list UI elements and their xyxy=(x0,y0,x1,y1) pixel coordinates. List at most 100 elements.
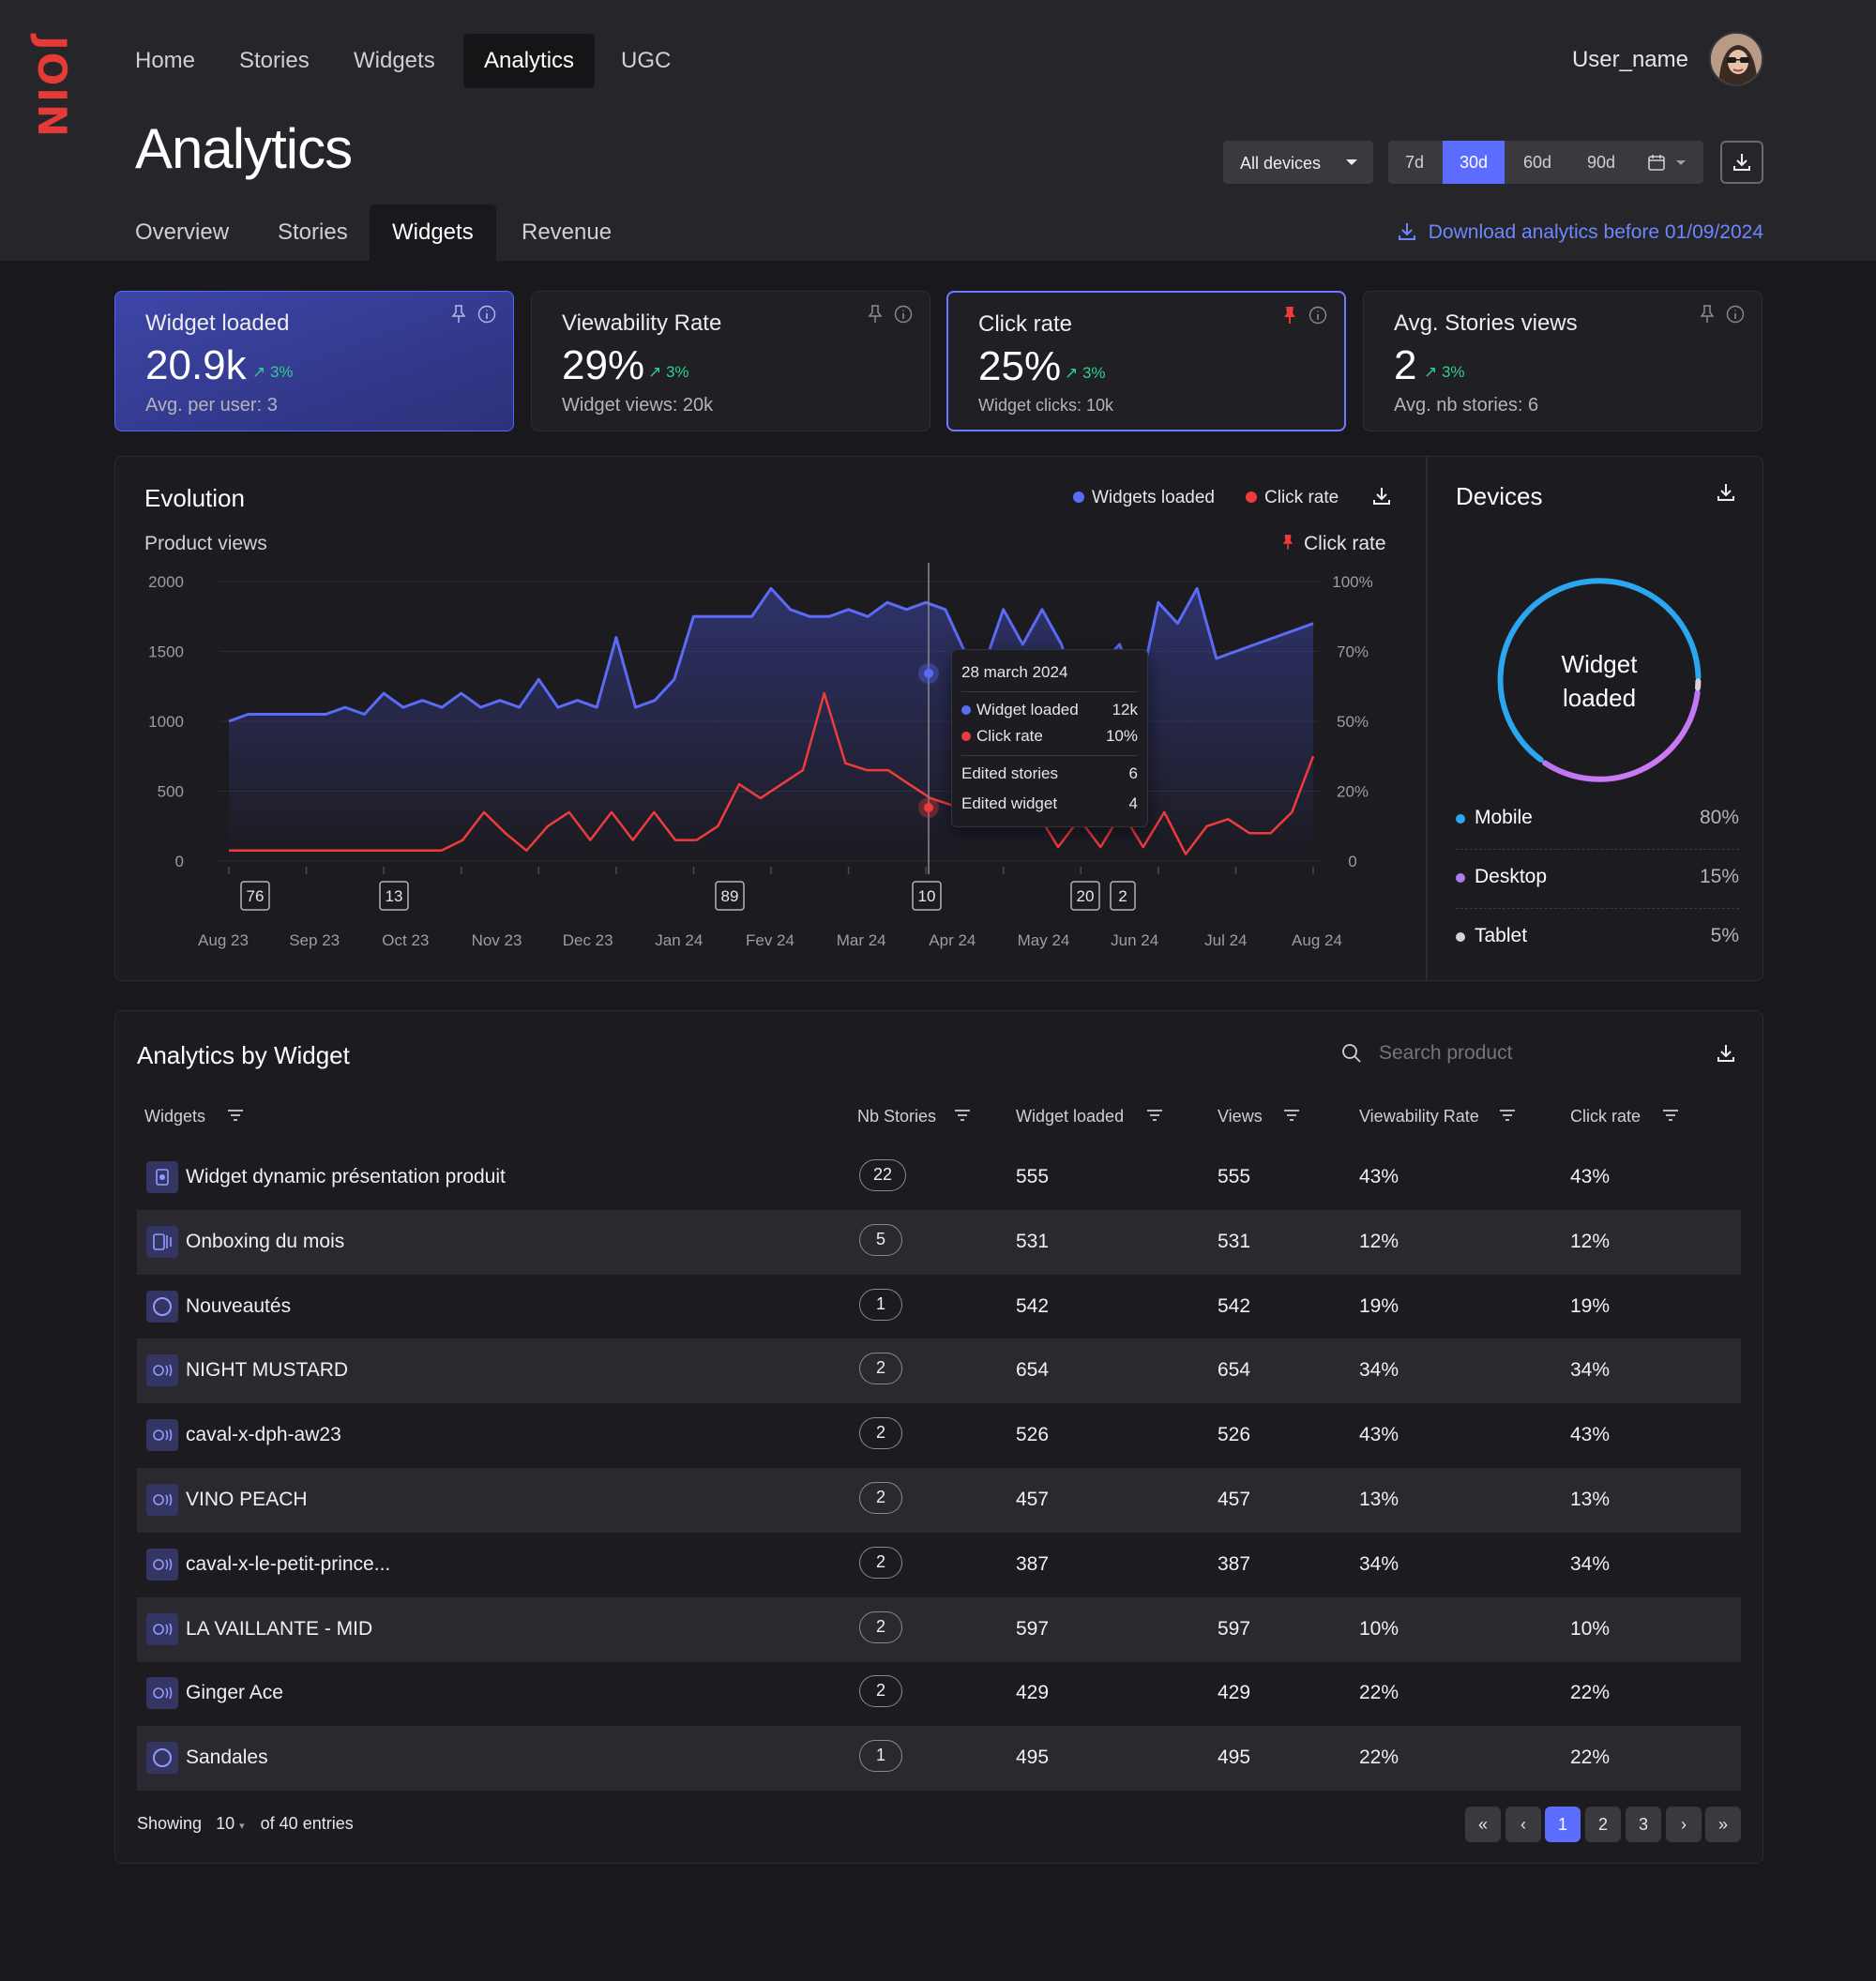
kpi-card-click-rate[interactable]: Click rate 25% ↗ 3% Widget clicks: 10k xyxy=(946,291,1346,431)
widget-name[interactable]: caval-x-dph-aw23 xyxy=(186,1424,341,1446)
event-marker[interactable]: 2 xyxy=(1110,881,1136,911)
event-marker[interactable]: 20 xyxy=(1070,881,1100,911)
filter-icon[interactable] xyxy=(1146,1109,1163,1122)
device-select[interactable]: All devices xyxy=(1223,141,1373,184)
filter-icon[interactable] xyxy=(1283,1109,1300,1122)
widget-name[interactable]: Sandales xyxy=(186,1747,268,1769)
tab-widgets[interactable]: Widgets xyxy=(370,204,496,261)
search-input[interactable] xyxy=(1379,1037,1660,1069)
period-30d[interactable]: 30d xyxy=(1443,141,1505,184)
table-row[interactable]: Nouveautés 1 542 542 19% 19% xyxy=(137,1275,1741,1339)
nav-home[interactable]: Home xyxy=(135,48,196,73)
table-row[interactable]: caval-x-dph-aw23 2 526 526 43% 43% xyxy=(137,1403,1741,1468)
kpi-card-viewability-rate[interactable]: Viewability Rate 29% ↗ 3% Widget views: … xyxy=(531,291,930,431)
pagination-last-button[interactable]: » xyxy=(1705,1807,1741,1842)
widget-name[interactable]: Widget dynamic présentation produit xyxy=(186,1166,506,1187)
nav-analytics[interactable]: Analytics xyxy=(463,34,596,88)
kpi-subtext: Widget clicks: 10k xyxy=(978,396,1114,415)
x-tick-label: Oct 23 xyxy=(382,931,429,949)
donut-segment-mobile[interactable] xyxy=(1497,578,1702,763)
avatar[interactable] xyxy=(1709,32,1763,86)
widget-name[interactable]: caval-x-le-petit-prince... xyxy=(186,1552,391,1575)
table-row[interactable]: VINO PEACH 2 457 457 13% 13% xyxy=(137,1468,1741,1533)
filter-icon[interactable] xyxy=(954,1109,971,1122)
pagination-page-1[interactable]: 1 xyxy=(1545,1807,1581,1842)
download-icon[interactable] xyxy=(1716,1043,1736,1064)
search-product[interactable] xyxy=(1336,1036,1683,1073)
nav-ugc[interactable]: UGC xyxy=(621,48,672,73)
nav-stories[interactable]: Stories xyxy=(239,48,310,73)
event-marker[interactable]: 76 xyxy=(240,881,270,911)
table-row[interactable]: Ginger Ace 2 429 429 22% 22% xyxy=(137,1661,1741,1726)
info-icon[interactable] xyxy=(894,305,913,324)
devices-donut-chart[interactable] xyxy=(1482,563,1717,797)
evolution-chart[interactable]: 0 0 500 20% 1000 50% 1500 70% 2000 100% Aug 23 Sep … xyxy=(114,563,1426,966)
showing-label: Showing xyxy=(137,1814,203,1833)
pagination-page-2[interactable]: 2 xyxy=(1585,1807,1621,1842)
col-widget-loaded-header[interactable]: Widget loaded xyxy=(1016,1107,1125,1126)
table-row[interactable]: Sandales 1 495 495 22% 22% xyxy=(137,1726,1741,1792)
table-row[interactable]: LA VAILLANTE - MID 2 597 597 10% 10% xyxy=(137,1596,1741,1662)
kpi-card-avg-stories-views[interactable]: Avg. Stories views 2 ↗ 3% Avg. nb storie… xyxy=(1363,291,1763,431)
legend-click-rate[interactable]: Click rate xyxy=(1246,488,1339,508)
period-60d[interactable]: 60d xyxy=(1522,153,1552,172)
pagination-prev-button[interactable]: ‹ xyxy=(1505,1807,1541,1842)
export-button[interactable] xyxy=(1720,141,1763,184)
pagination-next-button[interactable]: › xyxy=(1666,1807,1702,1842)
kpi-trend: ↗ 3% xyxy=(1065,364,1106,383)
pagination-page-3[interactable]: 3 xyxy=(1626,1807,1661,1842)
widget-name[interactable]: Onboxing du mois xyxy=(186,1230,345,1252)
tab-stories[interactable]: Stories xyxy=(278,219,348,245)
info-icon[interactable] xyxy=(1726,305,1745,324)
table-row[interactable]: caval-x-le-petit-prince... 2 387 387 34% 34% xyxy=(137,1533,1741,1597)
tab-overview[interactable]: Overview xyxy=(135,219,230,245)
pin-icon[interactable] xyxy=(1700,305,1715,324)
widget-name[interactable]: Nouveautés xyxy=(186,1294,292,1317)
col-click-rate-header[interactable]: Click rate xyxy=(1570,1107,1642,1126)
widget-loaded-value: 531 xyxy=(1016,1230,1050,1252)
pagination-first-button[interactable]: « xyxy=(1465,1807,1501,1842)
x-tick-label: Jul 24 xyxy=(1204,931,1247,949)
download-analytics-link[interactable]: Download analytics before 01/09/2024 xyxy=(1369,221,1763,244)
pin-icon[interactable] xyxy=(451,305,466,324)
kpi-card-widget-loaded[interactable]: Widget loaded 20.9k ↗ 3% Avg. per user: … xyxy=(114,291,514,431)
table-row[interactable]: Widget dynamic présentation produit 22 555… xyxy=(137,1145,1741,1210)
custom-date-button[interactable] xyxy=(1634,141,1703,184)
download-icon[interactable] xyxy=(1716,482,1736,503)
event-marker[interactable]: 10 xyxy=(912,881,942,911)
download-analytics-label: Download analytics before 01/09/2024 xyxy=(1428,221,1763,243)
info-icon[interactable] xyxy=(1309,306,1327,325)
tab-revenue[interactable]: Revenue xyxy=(522,219,613,245)
nav-widgets[interactable]: Widgets xyxy=(354,48,435,73)
event-marker[interactable]: 13 xyxy=(379,881,409,911)
pinned-metric-label[interactable]: Click rate xyxy=(1281,533,1386,555)
col-widgets-header[interactable]: Widgets xyxy=(144,1107,206,1126)
donut-segment-desktop[interactable] xyxy=(1542,689,1701,782)
widget-name[interactable]: NIGHT MUSTARD xyxy=(186,1359,349,1382)
col-views-header[interactable]: Views xyxy=(1218,1107,1263,1126)
join-logo[interactable]: JOIN xyxy=(29,28,75,150)
device-legend-mobile: Mobile 80% xyxy=(1456,807,1739,850)
pin-icon[interactable] xyxy=(868,305,883,324)
table-row[interactable]: NIGHT MUSTARD 2 654 654 34% 34% xyxy=(137,1338,1741,1404)
x-tick-label: Jun 24 xyxy=(1111,931,1158,949)
page-size-select[interactable]: 10 ▾ xyxy=(216,1814,245,1833)
table-row[interactable]: Onboxing du mois 5 531 531 12% 12% xyxy=(137,1209,1741,1275)
pinned-icon[interactable] xyxy=(1282,306,1297,325)
info-icon[interactable] xyxy=(477,305,496,324)
download-icon[interactable] xyxy=(1371,486,1392,507)
user-name[interactable]: User_name xyxy=(1571,47,1688,72)
widget-name[interactable]: Ginger Ace xyxy=(186,1682,283,1704)
col-nb-stories-header[interactable]: Nb Stories xyxy=(857,1107,937,1126)
widget-name[interactable]: VINO PEACH xyxy=(186,1489,308,1510)
filter-icon[interactable] xyxy=(1499,1109,1516,1122)
widget-name[interactable]: LA VAILLANTE - MID xyxy=(186,1617,373,1640)
legend-widgets-loaded[interactable]: Widgets loaded xyxy=(1073,488,1215,508)
period-7d[interactable]: 7d xyxy=(1404,153,1425,172)
event-marker[interactable]: 89 xyxy=(715,881,745,911)
table-footer: Showing 10 ▾ of 40 entries xyxy=(137,1814,354,1834)
filter-icon[interactable] xyxy=(1662,1109,1679,1122)
period-90d[interactable]: 90d xyxy=(1586,153,1616,172)
filter-icon[interactable] xyxy=(227,1109,244,1122)
col-viewability-rate-header[interactable]: Viewability Rate xyxy=(1359,1107,1479,1126)
